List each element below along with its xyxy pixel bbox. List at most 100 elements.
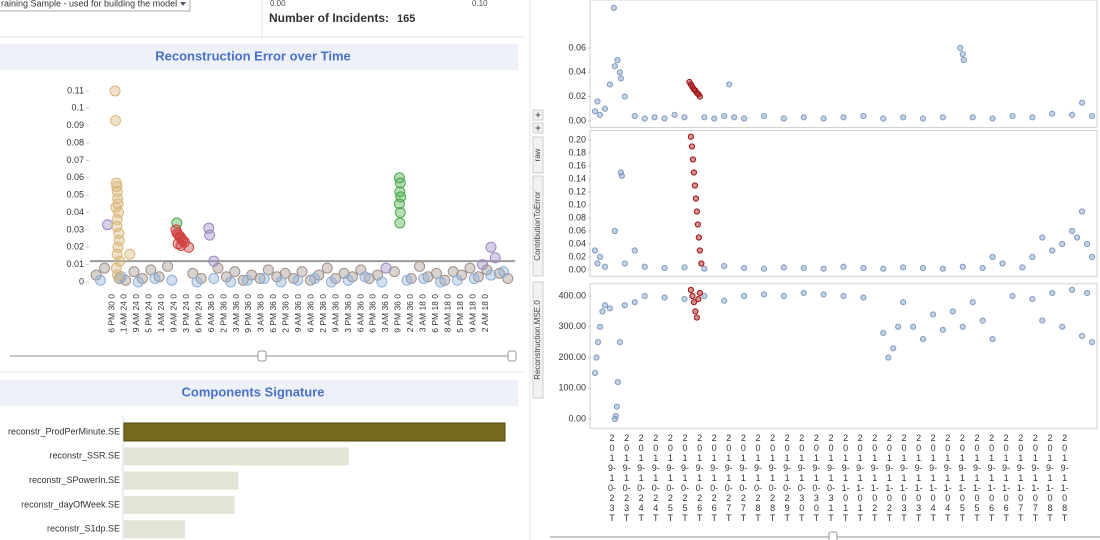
data-point xyxy=(591,247,599,254)
data-point xyxy=(939,265,947,272)
y-tick-label: 0.03 xyxy=(66,224,84,234)
data-point xyxy=(959,50,966,58)
x-tick-label: 9 AM 36 0 xyxy=(330,294,340,333)
data-point xyxy=(989,335,996,343)
y-tick-label: 0.04 xyxy=(568,238,586,248)
data-point xyxy=(414,260,426,272)
data-point xyxy=(1029,295,1036,303)
data-point xyxy=(631,299,638,306)
x-tick-label: 2 0 1 9- 1 1- 0 6 T xyxy=(987,433,996,523)
data-point xyxy=(760,265,768,272)
tab[interactable] xyxy=(532,175,544,277)
x-tick-label: 2 0 1 9- 1 0- 3 0 T xyxy=(812,433,821,523)
data-point xyxy=(780,264,787,271)
y-tick-label: 0.08 xyxy=(568,212,586,222)
slider-handle[interactable] xyxy=(507,350,517,362)
data-point xyxy=(451,274,463,286)
data-point xyxy=(692,308,699,315)
data-point xyxy=(128,266,140,278)
data-point xyxy=(110,201,122,213)
data-point xyxy=(681,114,688,121)
y-tick-label: 0.1 xyxy=(71,103,84,113)
data-point xyxy=(401,274,413,286)
data-point xyxy=(601,263,609,270)
data-point xyxy=(1083,289,1091,297)
data-point xyxy=(124,248,136,260)
data-point xyxy=(696,289,703,297)
x-tick-label: 2 0 1 9- 1 1- 0 6 T xyxy=(1002,433,1011,523)
data-point xyxy=(731,114,738,121)
x-tick-label: 6 PM 36 0 xyxy=(368,294,378,333)
data-point xyxy=(949,308,956,315)
x-tick-label: 2 0 1 9- 1 0- 2 6 T xyxy=(710,433,719,523)
incidents-value: 165 xyxy=(397,13,415,25)
y-tick-label: 400.00 xyxy=(558,290,586,300)
data-point xyxy=(591,369,599,376)
data-point xyxy=(651,114,658,121)
data-point xyxy=(701,265,708,272)
data-point xyxy=(1088,253,1096,261)
dropdown-arrow xyxy=(180,2,186,6)
dropdown[interactable] xyxy=(0,0,191,12)
data-point xyxy=(611,63,618,70)
x-tick-label: 2 0 1 9- 1 1- 0 7 T xyxy=(1016,433,1025,523)
data-point xyxy=(1019,264,1026,271)
data-point xyxy=(959,323,966,330)
x-tick-label: 2 0 1 9- 1 1- 0 1 T xyxy=(841,433,850,523)
x-tick-label: 2 0 1 9- 1 1- 0 3 T xyxy=(899,433,908,523)
x-tick-label: 2 0 1 9- 1 1- 0 4 T xyxy=(943,433,952,523)
data-point xyxy=(721,112,728,120)
data-point xyxy=(292,274,304,286)
data-point xyxy=(225,276,237,288)
data-point xyxy=(275,276,287,288)
bar xyxy=(124,471,239,490)
y-tick-label: 0.20 xyxy=(568,134,586,144)
data-point xyxy=(594,98,601,105)
x-tick-label: 5 PM 18 0 xyxy=(455,294,465,333)
y-tick-label: 0.06 xyxy=(568,225,586,235)
panel-frame xyxy=(589,283,1098,429)
data-point xyxy=(689,292,696,300)
y-tick-label: 0.18 xyxy=(568,147,586,157)
slider-handle[interactable] xyxy=(257,350,267,362)
data-point xyxy=(641,263,648,270)
x-tick-label: 6 PM 18 0 xyxy=(430,294,440,333)
x-tick-label: 6 AM 36 0 xyxy=(206,294,216,333)
data-point xyxy=(919,335,927,343)
data-point xyxy=(711,115,718,122)
y-tick-label: 0.09 xyxy=(66,120,84,130)
y-tick-label: 0.10 xyxy=(568,199,586,209)
data-point xyxy=(741,292,748,300)
data-point xyxy=(780,115,787,122)
data-point xyxy=(1049,110,1056,117)
bar-label: reconstr_SSR.SE xyxy=(49,451,120,461)
y-tick-label: 0.11 xyxy=(67,85,84,95)
data-point xyxy=(591,108,599,115)
range-min: 0.00 xyxy=(270,0,286,8)
x-tick-label: 2 0 1 9- 1 0- 2 5 T xyxy=(680,433,689,523)
x-tick-label: 2 AM 18 0 xyxy=(480,294,490,333)
y-tick-label: 0.00 xyxy=(568,115,586,125)
x-tick-label: 6 PM 30 0 xyxy=(106,294,116,333)
slider-handle[interactable] xyxy=(828,531,838,540)
data-point xyxy=(880,329,887,337)
data-point xyxy=(1049,247,1056,254)
data-point xyxy=(661,294,668,301)
data-point xyxy=(325,276,337,288)
data-point xyxy=(820,265,827,272)
data-point xyxy=(885,354,892,361)
data-point xyxy=(1059,240,1066,248)
data-point xyxy=(1049,289,1056,297)
data-point xyxy=(900,264,907,271)
data-point xyxy=(840,114,847,121)
tab[interactable] xyxy=(532,281,544,399)
panel-frame xyxy=(589,0,1098,129)
y-tick-label: 0.12 xyxy=(568,186,586,196)
data-point xyxy=(760,112,768,120)
tab[interactable] xyxy=(532,136,544,174)
data-point xyxy=(145,264,157,276)
data-point xyxy=(618,172,625,179)
x-tick-label: 2 0 1 9- 1 0- 2 8 T xyxy=(753,433,762,523)
data-point xyxy=(606,305,614,312)
incidents-label: Number of Incidents: xyxy=(269,11,389,25)
